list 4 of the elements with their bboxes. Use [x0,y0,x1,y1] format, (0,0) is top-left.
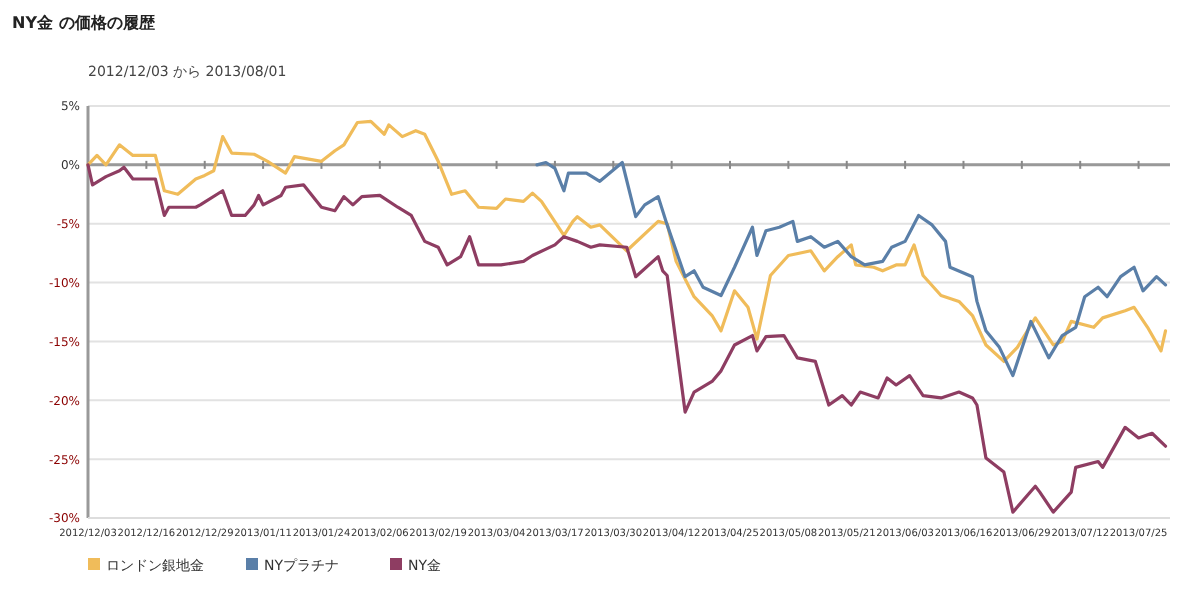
line-series [535,160,1168,378]
line-series [86,119,1168,364]
line-series [86,163,1168,514]
chart-title: NY金 の価格の履歴 [12,14,157,32]
